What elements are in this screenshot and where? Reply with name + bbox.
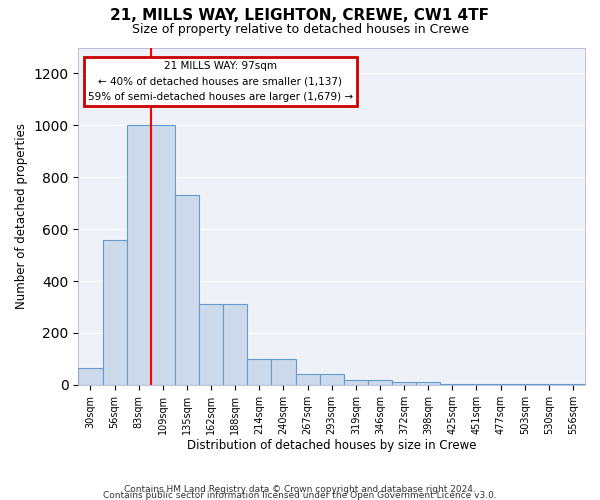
X-axis label: Distribution of detached houses by size in Crewe: Distribution of detached houses by size … [187, 440, 476, 452]
Bar [103, 240, 127, 385]
Bar [392, 382, 416, 385]
Bar [320, 374, 344, 385]
Text: Size of property relative to detached houses in Crewe: Size of property relative to detached ho… [131, 22, 469, 36]
Bar [296, 374, 320, 385]
Bar [537, 384, 561, 385]
Bar [368, 380, 392, 385]
Bar [127, 126, 151, 385]
Text: 21 MILLS WAY: 97sqm
← 40% of detached houses are smaller (1,137)
59% of semi-det: 21 MILLS WAY: 97sqm ← 40% of detached ho… [88, 61, 353, 102]
Bar [199, 304, 223, 385]
Bar [151, 126, 175, 385]
Text: Contains HM Land Registry data © Crown copyright and database right 2024.: Contains HM Land Registry data © Crown c… [124, 485, 476, 494]
Bar [440, 384, 464, 385]
Bar [223, 304, 247, 385]
Bar [561, 384, 585, 385]
Text: Contains public sector information licensed under the Open Government Licence v3: Contains public sector information licen… [103, 491, 497, 500]
Bar [416, 382, 440, 385]
Bar [247, 359, 271, 385]
Bar [464, 384, 488, 385]
Bar [271, 359, 296, 385]
Bar [512, 384, 537, 385]
Text: 21, MILLS WAY, LEIGHTON, CREWE, CW1 4TF: 21, MILLS WAY, LEIGHTON, CREWE, CW1 4TF [110, 8, 490, 22]
Bar [488, 384, 512, 385]
Bar [344, 380, 368, 385]
Y-axis label: Number of detached properties: Number of detached properties [15, 123, 28, 309]
Bar [175, 196, 199, 385]
Bar [79, 368, 103, 385]
